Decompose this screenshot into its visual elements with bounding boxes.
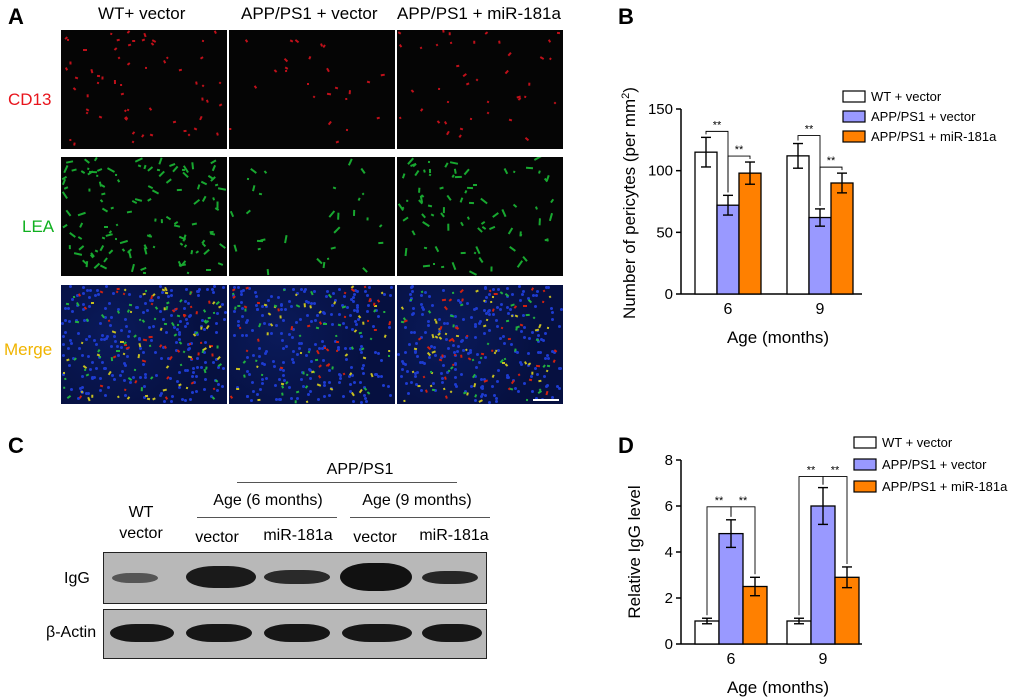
bar-d-age9-series2 [810, 505, 836, 645]
micrograph-lea-app-mir [397, 157, 563, 276]
x-tick-label: 9 [816, 301, 825, 318]
app-ps1-group-title: APP/PS1 [326, 461, 394, 478]
legend-swatch-2 [853, 458, 877, 471]
row-label-merge: Merge [4, 340, 53, 359]
bar-b-age6-series3 [738, 172, 762, 295]
y-axis-label: Number of pericytes (per mm2) [620, 87, 639, 319]
y-axis-label: Relative IgG level [625, 485, 644, 618]
significance-bracket [727, 155, 751, 193]
igg-band-9-vector [340, 563, 412, 591]
actin-band-2 [186, 624, 252, 642]
igg-band-9-mir [422, 571, 478, 584]
panel-letter-c: C [8, 433, 24, 458]
age-6-line [197, 517, 337, 518]
row-label-actin: β-Actin [46, 624, 97, 641]
row-label-cd13: CD13 [8, 90, 52, 109]
legend-swatch-3 [853, 480, 877, 493]
actin-blot [103, 609, 487, 659]
significance-label: ** [807, 465, 816, 477]
significance-label: ** [831, 465, 840, 477]
significance-label: ** [827, 155, 836, 167]
chart-b: 0 50 100 150 Number of pericytes (per mm2) Ag… [620, 87, 997, 347]
x-tick-label: 6 [727, 651, 736, 668]
lane-label-3: vector [353, 529, 397, 546]
y-tick-label: 0 [665, 636, 673, 653]
micrograph-lea-app-vector [229, 157, 395, 276]
column-header-app-mir: APP/PS1 + miR-181a [397, 4, 561, 23]
actin-band-5 [422, 624, 482, 642]
bar-d-age9-series3 [834, 576, 860, 645]
significance-label: ** [735, 144, 744, 156]
age-9-line [350, 517, 490, 518]
legend-label-2: APP/PS1 + vector [871, 109, 976, 124]
x-tick-label: 9 [819, 651, 828, 668]
wt-vector-label: vector [119, 525, 163, 542]
row-label-lea: LEA [22, 217, 55, 236]
bar-b-age6-series1 [694, 151, 718, 295]
y-tick-label: 4 [665, 544, 673, 561]
legend-label-1: WT + vector [871, 89, 942, 104]
legend-label-1: WT + vector [882, 435, 953, 450]
x-tick-label: 6 [724, 301, 733, 318]
micrograph-cd13-app-mir [397, 30, 563, 149]
micrograph-merge-wt [61, 285, 227, 404]
x-axis-label: Age (months) [727, 678, 829, 697]
scale-bar [533, 399, 559, 401]
igg-blot [103, 552, 487, 604]
lane-label-4: miR-181a [419, 527, 489, 544]
significance-label: ** [739, 495, 748, 507]
y-tick-label: 8 [665, 452, 673, 469]
significance-label: ** [713, 119, 722, 131]
micrograph-merge-app-mir [397, 285, 563, 404]
legend-label-3: APP/PS1 + miR-181a [882, 479, 1008, 494]
row-label-igg: IgG [64, 570, 90, 587]
significance-bracket [819, 166, 843, 206]
actin-band-1 [110, 624, 174, 642]
lane-label-1: vector [195, 529, 239, 546]
micrograph-merge-app-vector [229, 285, 395, 404]
chart-d: 0 2 4 6 8 Relative IgG level Age (months) 6 9 ** *… [625, 435, 1008, 697]
age-9-label: Age (9 months) [362, 492, 472, 509]
y-tick-label: 2 [665, 590, 673, 607]
bar-b-age9-series2 [808, 216, 832, 295]
group-line [237, 482, 457, 483]
x-axis-label: Age (months) [727, 328, 829, 347]
micrograph-cd13-app-vector [229, 30, 395, 149]
micrograph-cd13-wt [61, 30, 227, 149]
legend-label-3: APP/PS1 + miR-181a [871, 129, 997, 144]
y-tick-label: 50 [656, 224, 673, 241]
igg-band-6-vector [186, 566, 256, 588]
significance-bracket [730, 506, 756, 575]
wt-label: WT [128, 504, 154, 521]
panel-letter-b: B [618, 4, 634, 29]
legend-swatch-2 [842, 110, 866, 123]
legend-swatch-1 [842, 90, 866, 103]
age-6-label: Age (6 months) [213, 492, 323, 509]
actin-band-3 [264, 624, 330, 642]
igg-band-wt [112, 573, 158, 583]
y-tick-label: 100 [648, 163, 673, 180]
bar-b-age9-series3 [830, 182, 854, 295]
panel-letter-a: A [8, 4, 24, 29]
actin-band-4 [342, 624, 412, 642]
bar-d-age6-series2 [718, 532, 744, 645]
column-header-app-vector: APP/PS1 + vector [241, 4, 378, 23]
significance-label: ** [715, 495, 724, 507]
lane-label-2: miR-181a [263, 527, 333, 544]
y-tick-label: 6 [665, 498, 673, 515]
micrograph-lea-wt [61, 157, 227, 276]
y-tick-label: 0 [665, 286, 673, 303]
significance-bracket [822, 476, 848, 564]
legend-swatch-1 [853, 436, 877, 449]
panel-letter-d: D [618, 433, 634, 458]
column-header-wt: WT+ vector [98, 4, 186, 23]
bar-b-age9-series1 [786, 155, 810, 295]
y-tick-label: 150 [648, 101, 673, 118]
igg-band-6-mir [264, 570, 330, 584]
legend-swatch-3 [842, 130, 866, 143]
legend-label-2: APP/PS1 + vector [882, 457, 987, 472]
significance-label: ** [805, 124, 814, 136]
bar-b-age6-series2 [716, 204, 740, 295]
